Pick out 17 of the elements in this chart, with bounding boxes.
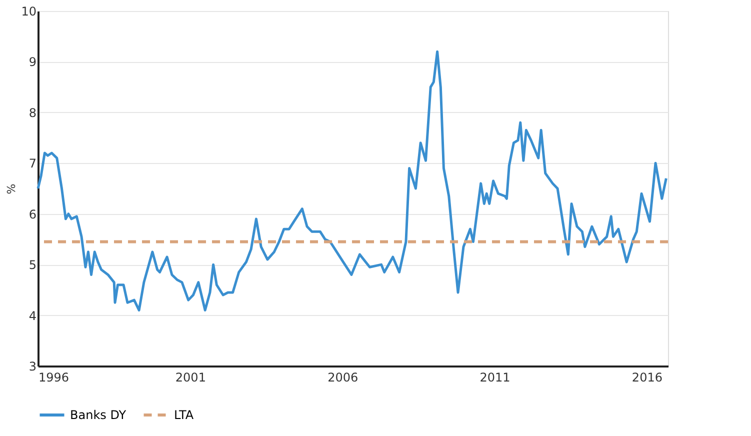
y-tick-label: 7: [28, 156, 36, 171]
y-tick-label: 5: [28, 258, 36, 272]
line-series: [36, 50, 668, 312]
y-tick-label: 6: [28, 207, 36, 222]
legend-label: Banks DY: [70, 408, 127, 422]
x-tick-label: 2001: [175, 370, 206, 384]
x-tick-label: 2006: [328, 370, 358, 384]
x-tick-label: 1996: [38, 370, 70, 384]
y-tick-label: 8: [28, 106, 36, 120]
y-tick-label: 10: [21, 4, 36, 18]
y-tick-label: 9: [28, 55, 36, 70]
y-tick-label: 3: [28, 360, 36, 374]
y-tick-label: 4: [28, 308, 36, 323]
x-tick-label: 2011: [480, 370, 510, 384]
x-tick-label: 2016: [632, 370, 662, 384]
y-axis-title: %: [5, 184, 18, 194]
legend-label: LTA: [174, 408, 194, 422]
